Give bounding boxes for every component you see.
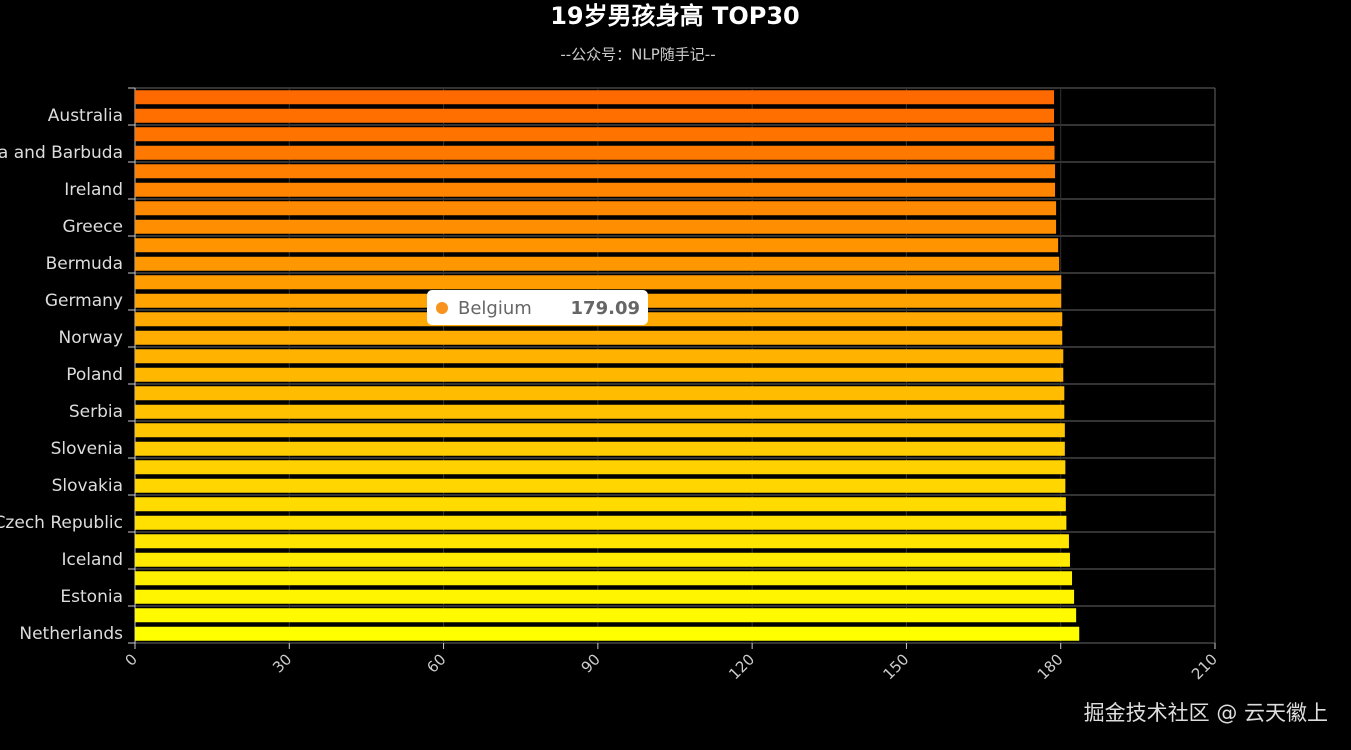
bar (135, 478, 1066, 493)
bar (135, 589, 1075, 604)
bar (135, 145, 1055, 160)
bar (135, 330, 1063, 345)
bar (135, 460, 1066, 475)
y-tick-label: Ireland (64, 180, 123, 200)
y-tick-label: Iceland (61, 550, 123, 570)
chart-subtitle: --公众号：NLP随手记-- (560, 46, 715, 64)
chart-title: 19岁男孩身高 TOP30 (550, 2, 800, 30)
bar (135, 441, 1065, 456)
bar (135, 497, 1066, 512)
y-tick-label: Bermuda (46, 254, 123, 274)
bar (135, 404, 1065, 419)
y-tick-label: Serbia (69, 402, 123, 422)
bar (135, 127, 1055, 142)
y-tick-label: Czech Republic (0, 513, 123, 533)
bar (135, 423, 1065, 438)
y-tick-label: Slovakia (52, 476, 123, 496)
y-tick-label: Greece (62, 217, 123, 237)
y-tick-label: Antigua and Barbuda (0, 143, 123, 163)
y-tick-label: Poland (66, 365, 123, 385)
bar (135, 571, 1073, 586)
bar (135, 552, 1070, 567)
bar (135, 108, 1055, 123)
y-tick-label: Netherlands (19, 624, 123, 644)
y-tick-label: Estonia (60, 587, 123, 607)
y-tick-label: Australia (48, 106, 123, 126)
bar (135, 201, 1057, 216)
tooltip-box (427, 290, 648, 325)
bar (135, 608, 1077, 623)
bar (135, 367, 1064, 382)
bar (135, 349, 1064, 364)
y-tick-label: Norway (59, 328, 124, 348)
bar (135, 386, 1065, 401)
bar (135, 182, 1056, 197)
bar (135, 238, 1059, 253)
bar (135, 515, 1067, 530)
bar (135, 626, 1080, 641)
tooltip-dot (436, 302, 448, 314)
tooltip-name: Belgium (458, 298, 532, 319)
bar (135, 164, 1056, 179)
bar (135, 219, 1057, 234)
y-tick-label: Germany (45, 291, 123, 311)
bar (135, 534, 1069, 549)
tooltip-value: 179.09 (571, 298, 640, 319)
bar (135, 275, 1062, 290)
y-tick-label: Slovenia (51, 439, 123, 459)
watermark: 掘金技术社区 @ 云天徽上 (1084, 701, 1328, 725)
tooltip: Belgium 179.09 (427, 290, 648, 325)
bar (135, 90, 1055, 105)
bar (135, 256, 1060, 271)
